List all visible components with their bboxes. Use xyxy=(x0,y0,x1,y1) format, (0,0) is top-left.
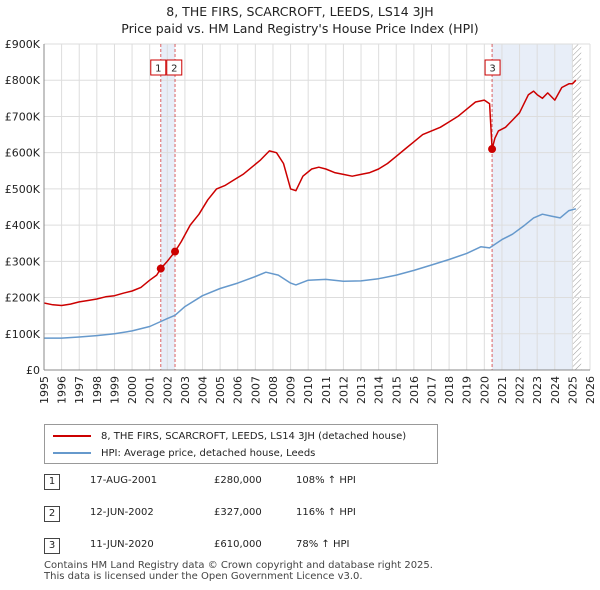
x-tick-label: 1996 xyxy=(56,376,69,404)
y-tick-label: £800K xyxy=(5,74,41,87)
transaction-date: 11-JUN-2020 xyxy=(90,539,154,550)
x-tick-label: 2021 xyxy=(496,376,509,404)
x-tick-label: 2002 xyxy=(161,376,174,404)
y-tick-label: £300K xyxy=(5,255,41,268)
x-tick-label: 1998 xyxy=(91,376,104,404)
transaction-number: 1 xyxy=(44,474,60,490)
marker-label-box: 2 xyxy=(166,59,183,76)
x-tick-label: 2013 xyxy=(355,376,368,404)
x-tick-label: 2017 xyxy=(425,376,438,404)
transaction-number: 3 xyxy=(44,538,60,554)
x-tick-label: 2011 xyxy=(320,376,333,404)
sale-point xyxy=(156,264,165,273)
marker-box xyxy=(166,59,183,76)
x-tick-label: 2023 xyxy=(531,376,544,404)
transaction-price: £610,000 xyxy=(214,539,262,550)
marker-label-box: 3 xyxy=(484,59,501,76)
y-tick-label: £400K xyxy=(5,219,41,232)
table-row: 1 17-AUG-2001 £280,000 108% ↑ HPI xyxy=(44,474,404,492)
y-tick-label: £600K xyxy=(5,147,41,160)
marker-label: 3 xyxy=(489,64,495,75)
marker-label-box: 1 xyxy=(150,59,167,76)
marker-label: 2 xyxy=(171,64,177,75)
x-tick-label: 2018 xyxy=(443,376,456,404)
x-tick-label: 2010 xyxy=(302,376,315,404)
shaded-regions xyxy=(44,44,590,370)
x-tick-label: 2016 xyxy=(408,376,421,404)
series-line-property xyxy=(44,79,577,307)
series xyxy=(44,79,577,339)
transaction-date: 12-JUN-2002 xyxy=(90,507,154,518)
footer: Contains HM Land Registry data © Crown c… xyxy=(44,560,433,582)
x-tick-label: 2004 xyxy=(197,376,210,404)
x-tick-label: 2008 xyxy=(267,376,280,404)
legend: 8, THE FIRS, SCARCROFT, LEEDS, LS14 3JH … xyxy=(44,424,438,464)
x-tick-label: 2025 xyxy=(566,376,579,404)
x-tick-label: 2000 xyxy=(126,376,139,404)
x-tick-label: 2014 xyxy=(373,376,386,404)
y-tick-label: £900K xyxy=(5,38,41,51)
marker-box xyxy=(484,59,501,76)
x-tick-label: 2009 xyxy=(285,376,298,404)
x-tick-label: 2007 xyxy=(249,376,262,404)
chart-title: 8, THE FIRS, SCARCROFT, LEEDS, LS14 3JH xyxy=(166,4,434,19)
shaded-region xyxy=(160,44,176,370)
x-tick-label: 2006 xyxy=(232,376,245,404)
series-line-hpi xyxy=(44,208,577,339)
x-tick-label: 2012 xyxy=(337,376,350,404)
x-tick-label: 2026 xyxy=(584,376,597,404)
transaction-number: 2 xyxy=(44,506,60,522)
transaction-price: £280,000 xyxy=(214,475,262,486)
transaction-price: £327,000 xyxy=(214,507,262,518)
legend-item-hpi: HPI: Average price, detached house, Leed… xyxy=(53,445,315,461)
footer-copyright: Contains HM Land Registry data © Crown c… xyxy=(44,560,433,571)
x-tick-label: 2003 xyxy=(179,376,192,404)
y-tick-label: £0 xyxy=(26,364,40,377)
x-tick-label: 2005 xyxy=(214,376,227,404)
marker-label: 1 xyxy=(155,64,161,75)
transaction-date: 17-AUG-2001 xyxy=(90,475,158,486)
y-tick-label: £200K xyxy=(5,292,41,305)
transaction-hpi: 116% ↑ HPI xyxy=(296,507,356,518)
x-tick-label: 1995 xyxy=(38,376,51,404)
x-tick-label: 2020 xyxy=(478,376,491,404)
y-tick-label: £700K xyxy=(5,110,41,123)
footer-license: This data is licensed under the Open Gov… xyxy=(44,571,363,582)
axes: £0 £100K £200K £300K £400K £500K £600K £700K £80… xyxy=(5,38,597,404)
legend-swatch-property xyxy=(53,435,91,437)
legend-label-property: 8, THE FIRS, SCARCROFT, LEEDS, LS14 3JH … xyxy=(101,430,407,442)
table-row: 3 11-JUN-2020 £610,000 78% ↑ HPI xyxy=(44,538,404,556)
shaded-region xyxy=(492,44,573,370)
x-tick-label: 2024 xyxy=(549,376,562,404)
chart-subtitle: Price paid vs. HM Land Registry's House … xyxy=(121,21,479,36)
x-tick-label: 2001 xyxy=(144,376,157,404)
table-row: 2 12-JUN-2002 £327,000 116% ↑ HPI xyxy=(44,506,404,524)
x-tick-label: 2019 xyxy=(461,376,474,404)
legend-swatch-hpi xyxy=(53,452,91,454)
legend-item-property: 8, THE FIRS, SCARCROFT, LEEDS, LS14 3JH … xyxy=(53,428,406,444)
x-tick-label: 2022 xyxy=(514,376,527,404)
transaction-hpi: 78% ↑ HPI xyxy=(296,539,350,550)
x-tick-label: 1997 xyxy=(73,376,86,404)
y-tick-label: £500K xyxy=(5,183,41,196)
chart-title-block: 8, THE FIRS, SCARCROFT, LEEDS, LS14 3JH … xyxy=(0,3,600,37)
legend-label-hpi: HPI: Average price, detached house, Leed… xyxy=(101,447,316,459)
sale-point xyxy=(488,145,497,154)
sale-point xyxy=(171,247,180,256)
x-tick-label: 1999 xyxy=(108,376,121,404)
y-tick-label: £100K xyxy=(5,328,41,341)
x-tick-label: 2015 xyxy=(390,376,403,404)
marker-box xyxy=(150,59,167,76)
hatched-region xyxy=(572,44,582,370)
transaction-hpi: 108% ↑ HPI xyxy=(296,475,356,486)
